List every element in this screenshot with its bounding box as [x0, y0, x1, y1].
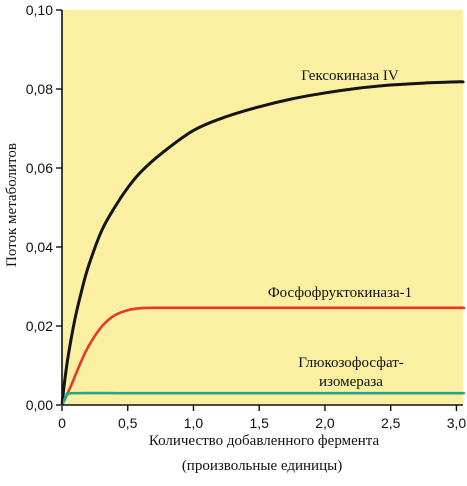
phosphofructokinase-label: Фосфофруктокиназа-1	[268, 285, 412, 301]
x-axis-title-line1: Количество добавленного фермента	[149, 433, 380, 449]
plot-background	[62, 10, 463, 405]
isomerase-label-line2: изомераза	[319, 374, 383, 390]
x-ticks: 0 0,5 1,0 1,5 2,0 2,5 3,0	[58, 405, 466, 431]
x-axis-title-line2: (произвольные единицы)	[182, 458, 342, 474]
series-labels: Гексокиназа IV Фосфофруктокиназа-1 Глюкозо…	[268, 68, 412, 390]
x-tick-label: 2,0	[315, 415, 335, 431]
isomerase-label-line1: Глюкозофосфат-	[298, 355, 404, 371]
y-tick-label: 0,00	[26, 397, 53, 413]
y-tick-label: 0,04	[26, 239, 53, 255]
x-tick-label: 0,5	[118, 415, 138, 431]
y-axis-title: Поток метаболитов	[4, 143, 20, 267]
x-tick-label: 0	[58, 415, 66, 431]
hexokinase-label: Гексокиназа IV	[301, 68, 399, 84]
series-lines	[60, 80, 466, 407]
y-tick-label: 0,06	[26, 160, 53, 176]
hexokinase-line	[60, 80, 465, 407]
y-ticks: 0,00 0,02 0,04 0,06 0,08 0,10	[26, 2, 62, 413]
y-tick-label: 0,08	[26, 81, 53, 97]
x-tick-label: 2,5	[381, 415, 401, 431]
y-tick-label: 0,10	[26, 2, 53, 18]
isomerase-line	[60, 391, 466, 407]
x-tick-label: 1,0	[184, 415, 204, 431]
x-tick-label: 1,5	[249, 415, 269, 431]
phosphofructokinase-line	[60, 306, 466, 407]
x-tick-label: 3,0	[447, 415, 467, 431]
y-tick-label: 0,02	[26, 318, 53, 334]
